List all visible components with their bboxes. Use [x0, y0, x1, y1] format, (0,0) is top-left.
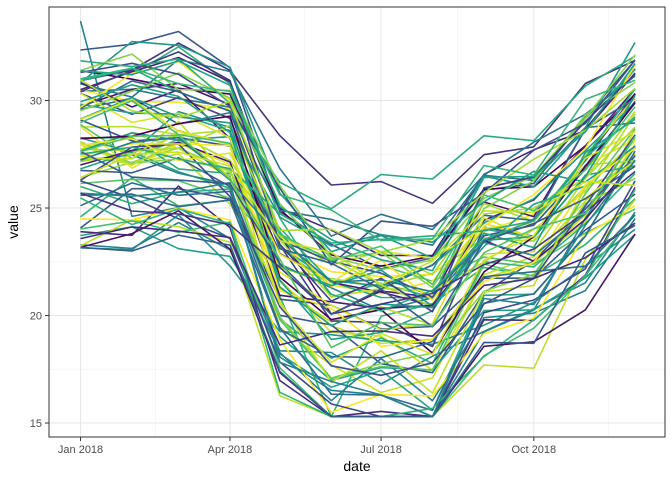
series-line: [80, 150, 636, 328]
series-line: [80, 218, 636, 402]
x-tick-label: Apr 2018: [208, 444, 253, 456]
series-line: [80, 55, 636, 210]
y-tick-label: 15: [30, 418, 42, 430]
series-line: [80, 42, 636, 205]
series-line: [80, 59, 636, 266]
series-line: [80, 170, 636, 315]
y-axis: 15 20 25 30: [30, 96, 49, 430]
series-line: [80, 205, 636, 414]
series-line: [80, 51, 636, 313]
series-line: [80, 159, 636, 418]
panel-border: [48, 6, 666, 438]
series-line: [80, 193, 636, 359]
y-tick-label: 30: [30, 96, 42, 108]
series-line: [80, 224, 636, 418]
series-line: [80, 222, 636, 346]
y-axis-title: value: [5, 205, 21, 239]
series-line: [80, 67, 636, 242]
series-line: [80, 120, 636, 394]
series-line: [80, 136, 636, 293]
y-tick-label: 20: [30, 311, 42, 323]
x-tick-label: Jul 2018: [360, 444, 402, 456]
series-line: [80, 99, 636, 286]
series-lines: [79, 20, 636, 418]
x-tick-label: Oct 2018: [512, 444, 557, 456]
series-line: [80, 60, 636, 272]
series-line: [80, 123, 636, 380]
series-line: [80, 97, 636, 246]
y-tick-label: 25: [30, 203, 42, 215]
x-tick-label: Jan 2018: [58, 444, 103, 456]
series-line: [80, 80, 636, 290]
x-axis-title: date: [343, 458, 370, 474]
series-line: [80, 134, 636, 349]
series-line: [80, 79, 636, 253]
series-line: [80, 151, 636, 286]
x-axis: Jan 2018 Apr 2018 Jul 2018 Oct 2018: [58, 437, 556, 456]
series-line: [80, 98, 636, 364]
series-line: [80, 69, 636, 267]
